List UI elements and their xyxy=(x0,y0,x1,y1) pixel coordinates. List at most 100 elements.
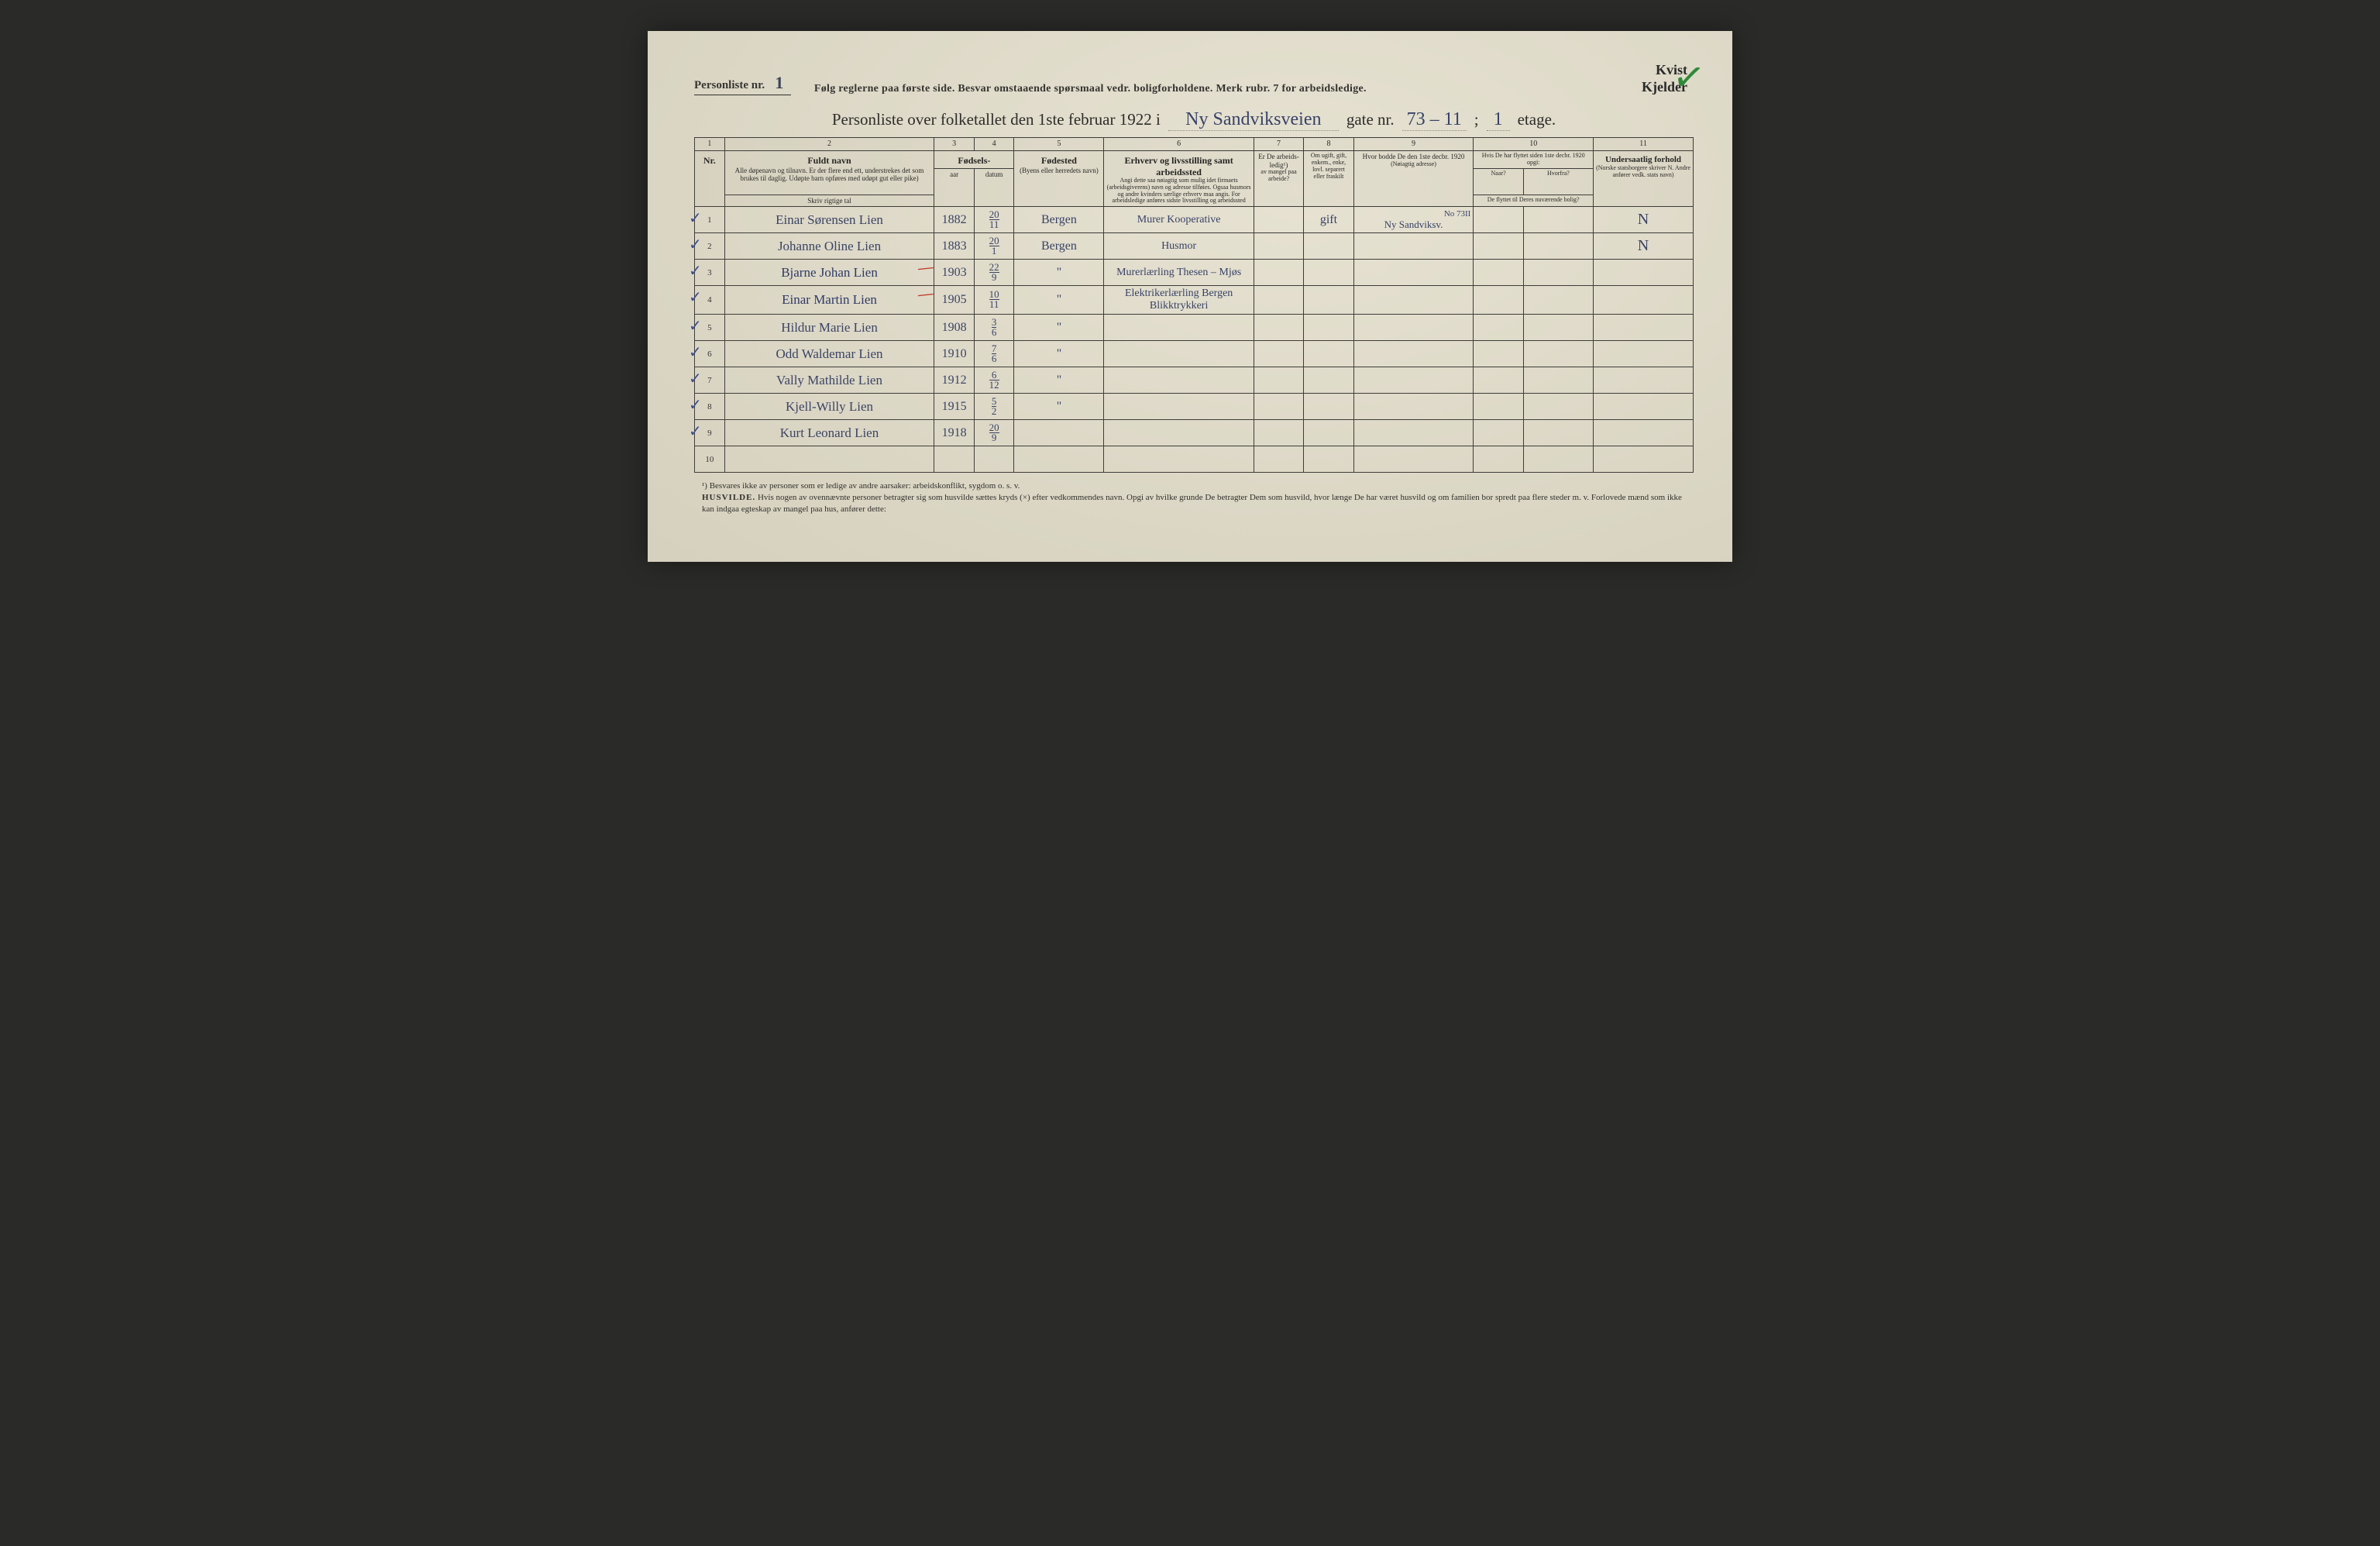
cell-ledig xyxy=(1254,446,1303,473)
table-row: ✓3Bjarne Johan Lien/1903229"Murerlærling… xyxy=(695,260,1694,286)
cell-hvorfra xyxy=(1523,420,1593,446)
cell-bodde xyxy=(1353,367,1474,394)
cell-bodde xyxy=(1353,233,1474,260)
row-nr-value: 3 xyxy=(707,268,712,277)
cell-aar: 1883 xyxy=(934,233,975,260)
cell-ledig xyxy=(1254,420,1303,446)
cell-datum: 201 xyxy=(974,233,1014,260)
date-day: 3 xyxy=(992,318,997,327)
colnum-8: 8 xyxy=(1304,138,1353,151)
col-fodested: Fødested (Byens eller herredets navn) xyxy=(1014,151,1104,207)
row-nr: ✓7 xyxy=(695,367,725,394)
cell-undersaat xyxy=(1594,420,1694,446)
cell-navn: Einar Sørensen Lien xyxy=(724,207,934,233)
green-check-icon: ✓ xyxy=(1670,52,1708,102)
table-row: ✓5Hildur Marie Lien190836" xyxy=(695,315,1694,341)
date-month: 12 xyxy=(989,380,999,390)
cell-undersaat xyxy=(1594,446,1694,473)
title-row: Personliste over folketallet den 1ste fe… xyxy=(694,109,1694,131)
footnote-line2: HUSVILDE. Hvis nogen av ovennævnte perso… xyxy=(702,492,1686,515)
cell-hvorfra xyxy=(1523,260,1593,286)
cell-aar: 1882 xyxy=(934,207,975,233)
date-fraction: 229 xyxy=(989,263,999,281)
date-day: 22 xyxy=(989,263,999,272)
row-nr-value: 5 xyxy=(707,323,712,332)
colnum-1: 1 xyxy=(695,138,725,151)
cell-ledig xyxy=(1254,315,1303,341)
col-aar: aar xyxy=(934,168,975,206)
colnum-2: 2 xyxy=(724,138,934,151)
row-nr-value: 1 xyxy=(707,215,712,225)
date-fraction: 52 xyxy=(992,397,997,415)
personliste-label: Personliste nr. xyxy=(694,79,765,91)
cell-erhverv xyxy=(1104,420,1254,446)
row-nr: ✓6 xyxy=(695,341,725,367)
cell-hvorfra xyxy=(1523,341,1593,367)
cell-fodested: " xyxy=(1014,260,1104,286)
col-undersaat: Undersaatlig forhold (Norske statsborger… xyxy=(1594,151,1694,207)
footnote-text: Hvis nogen av ovennævnte personer betrag… xyxy=(702,493,1682,514)
row-tick-icon: ✓ xyxy=(689,395,702,415)
cell-erhverv xyxy=(1104,446,1254,473)
row-tick-icon: ✓ xyxy=(689,208,702,228)
table-row: ✓8Kjell-Willy Lien191552" xyxy=(695,394,1694,420)
cell-aar: 1905 xyxy=(934,286,975,315)
row-nr: 10 xyxy=(695,446,725,473)
cell-naar xyxy=(1474,286,1523,315)
cell-ugift xyxy=(1304,233,1353,260)
row-nr: ✓3 xyxy=(695,260,725,286)
cell-datum: 612 xyxy=(974,367,1014,394)
date-month: 6 xyxy=(992,353,997,363)
cell-navn: Hildur Marie Lien xyxy=(724,315,934,341)
cell-ledig xyxy=(1254,394,1303,420)
header-row: Personliste nr. 1 Følg reglerne paa førs… xyxy=(694,62,1694,95)
date-day: 7 xyxy=(992,344,997,353)
red-mark-icon: / xyxy=(912,288,937,304)
cell-datum: 209 xyxy=(974,420,1014,446)
cell-ugift xyxy=(1304,260,1353,286)
cell-navn: Kurt Leonard Lien xyxy=(724,420,934,446)
cell-bodde-top: No 73II xyxy=(1357,209,1471,219)
cell-bodde xyxy=(1353,341,1474,367)
colnum-10: 10 xyxy=(1474,138,1594,151)
cell-hvorfra xyxy=(1523,367,1593,394)
colnum-4: 4 xyxy=(974,138,1014,151)
cell-naar xyxy=(1474,315,1523,341)
row-nr: ✓8 xyxy=(695,394,725,420)
semicolon: ; xyxy=(1474,110,1479,129)
date-month: 11 xyxy=(989,299,999,309)
cell-ledig xyxy=(1254,233,1303,260)
cell-aar: 1910 xyxy=(934,341,975,367)
kvist-kjelder: Kvist Kjelder ✓ xyxy=(1642,62,1694,95)
row-tick-icon: ✓ xyxy=(689,343,702,362)
cell-ledig xyxy=(1254,286,1303,315)
cell-datum: 2011 xyxy=(974,207,1014,233)
cell-naar xyxy=(1474,207,1523,233)
cell-erhverv xyxy=(1104,367,1254,394)
cell-hvorfra xyxy=(1523,286,1593,315)
date-day: 6 xyxy=(989,370,999,380)
cell-ledig xyxy=(1254,207,1303,233)
cell-bodde xyxy=(1353,286,1474,315)
date-day: 20 xyxy=(989,210,999,219)
row-nr-value: 6 xyxy=(707,349,712,359)
date-month: 11 xyxy=(989,219,999,229)
table-row: ✓6Odd Waldemar Lien191076" xyxy=(695,341,1694,367)
cell-navn: Odd Waldemar Lien xyxy=(724,341,934,367)
row-nr: ✓4 xyxy=(695,286,725,315)
cell-erhverv: Husmor xyxy=(1104,233,1254,260)
row-tick-icon: ✓ xyxy=(689,369,702,388)
date-fraction: 612 xyxy=(989,370,999,389)
census-table: 1 2 3 4 5 6 7 8 9 10 11 Nr. Fuldt navn A… xyxy=(694,137,1694,473)
etage-label: etage. xyxy=(1518,110,1556,129)
row-tick-icon: ✓ xyxy=(689,422,702,441)
date-month: 1 xyxy=(989,246,999,256)
cell-aar: 1915 xyxy=(934,394,975,420)
colnum-3: 3 xyxy=(934,138,975,151)
cell-aar: 1903 xyxy=(934,260,975,286)
row-nr-value: 2 xyxy=(707,242,712,251)
cell-fodested: Bergen xyxy=(1014,233,1104,260)
row-nr: ✓1 xyxy=(695,207,725,233)
cell-fodested: " xyxy=(1014,341,1104,367)
date-day: 20 xyxy=(989,236,999,246)
